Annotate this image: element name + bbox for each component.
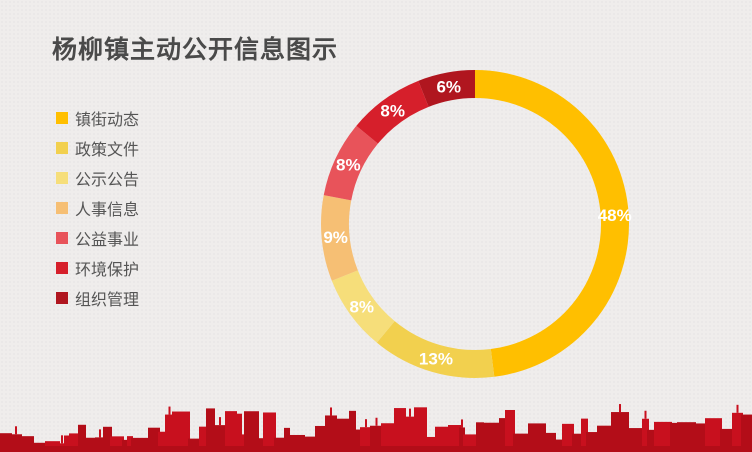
legend-label: 人事信息 [75,200,140,219]
legend-label: 公示公告 [75,170,140,189]
legend: 镇街动态政策文件公示公告人事信息公益事业环境保护组织管理 [56,103,139,313]
legend-item: 人事信息 [56,193,139,223]
legend-label: 公益事业 [75,230,140,249]
legend-swatch [56,292,68,304]
legend-swatch [56,262,68,274]
donut-slice [331,270,395,343]
chart-title: 杨柳镇主动公开信息图示 [52,35,339,64]
slice-data-label: 6% [436,77,461,96]
donut-slice [321,195,358,281]
legend-item: 政策文件 [56,133,139,163]
legend-item: 组织管理 [56,283,139,313]
slice-data-label: 8% [349,297,374,316]
donut-slice [418,70,475,107]
legend-label: 镇街动态 [75,110,140,129]
legend-label: 政策文件 [75,140,140,159]
donut-slice [475,70,630,377]
slice-data-label: 13% [419,349,453,368]
legend-item: 公示公告 [56,163,139,193]
slice-data-label: 9% [323,228,348,247]
legend-swatch [56,142,68,154]
legend-swatch [56,232,68,244]
legend-item: 环境保护 [56,253,139,283]
city-skyline-decoration [0,404,752,452]
legend-swatch [56,202,68,214]
legend-label: 环境保护 [75,260,140,279]
legend-swatch [56,112,68,124]
slice-data-label: 8% [336,155,361,174]
slice-data-label: 48% [598,206,632,225]
donut-slice [376,321,495,379]
legend-swatch [56,172,68,184]
donut-slice [356,80,429,144]
legend-item: 镇街动态 [56,103,139,133]
legend-label: 组织管理 [75,290,140,309]
legend-item: 公益事业 [56,223,139,253]
donut-slice [323,125,378,201]
slice-data-label: 8% [380,102,405,121]
